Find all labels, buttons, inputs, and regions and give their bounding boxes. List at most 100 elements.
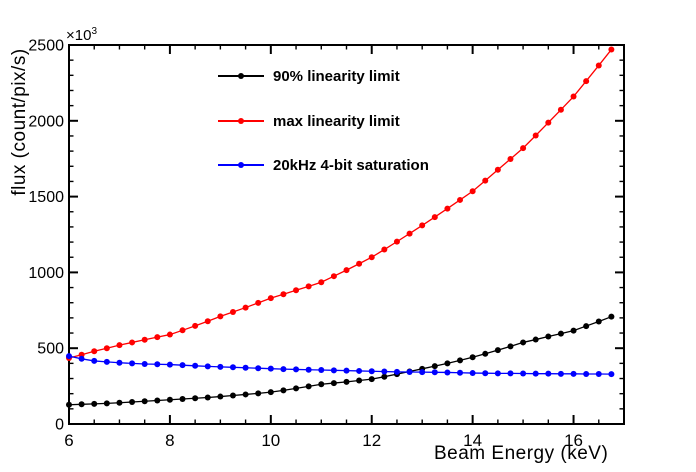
legend-entry-red: max linearity limit [218,112,400,130]
series-marker-2 [204,363,211,370]
y-axis-title: flux (count/pix/s) [9,48,30,196]
series-marker-2 [469,370,476,377]
series-marker-2 [154,361,161,368]
y-axis-exponent: ×103 [66,26,97,44]
series-marker-0 [66,401,72,408]
series-marker-1 [482,177,489,184]
series-marker-1 [532,132,539,139]
series-marker-1 [141,336,148,343]
series-marker-0 [267,389,274,396]
series-marker-0 [570,327,577,334]
series-marker-1 [494,166,501,173]
series-marker-0 [368,376,375,383]
series-marker-0 [305,383,312,390]
series-marker-1 [103,345,110,352]
series-marker-0 [293,385,300,392]
x-axis-tick-label: 6 [64,431,73,450]
series-marker-0 [608,313,615,320]
y-axis-tick-label: 0 [55,417,64,434]
series-marker-1 [318,279,325,286]
series-marker-2 [166,361,173,368]
series-marker-0 [129,399,136,406]
series-marker-2 [520,370,527,377]
series-marker-1 [457,196,464,203]
series-marker-2 [457,369,464,376]
x-axis-title: Beam Energy (keV) [434,443,609,464]
series-marker-0 [356,377,363,384]
series-marker-0 [444,360,451,367]
series-marker-2 [393,368,400,375]
series-marker-2 [583,370,590,377]
series-marker-2 [229,364,236,371]
series-marker-2 [356,367,363,374]
series-marker-1 [419,222,426,229]
y-axis-tick-label: 500 [37,341,64,358]
series-marker-0 [242,391,249,398]
series-line-1 [68,49,612,359]
series-marker-1 [557,106,564,113]
series-marker-2 [217,363,224,370]
series-line-2 [68,355,612,375]
series-marker-0 [595,318,602,325]
series-marker-2 [532,370,539,377]
series-marker-1 [255,299,262,306]
series-marker-1 [293,287,300,294]
series-marker-1 [469,188,476,195]
series-marker-1 [595,62,602,69]
y-exponent-power: 3 [91,26,98,37]
legend-marker-black [238,73,244,79]
series-marker-2 [482,370,489,377]
series-marker-0 [532,336,539,343]
series-marker-0 [482,350,489,357]
series-marker-2 [179,362,186,369]
series-marker-2 [419,369,426,376]
series-marker-2 [318,367,325,374]
series-marker-2 [103,358,110,365]
series-marker-2 [545,370,552,377]
series-marker-0 [431,363,438,370]
series-marker-0 [583,323,590,330]
series-marker-0 [204,394,211,401]
series-marker-0 [457,357,464,364]
series-marker-0 [520,339,527,346]
series-marker-0 [116,399,123,406]
series-marker-1 [583,78,590,85]
series-marker-2 [91,357,98,364]
legend-swatch-red [218,114,264,128]
series-marker-2 [141,360,148,367]
legend-marker-blue [238,162,244,168]
x-axis-tick-label: 16 [564,431,583,450]
series-marker-2 [557,370,564,377]
series-marker-1 [192,322,199,329]
series-marker-2 [267,365,274,372]
series-marker-2 [192,362,199,369]
y-axis-tick-label: 2000 [28,113,64,130]
series-marker-1 [444,205,451,212]
x-axis-tick-label: 14 [463,431,482,450]
series-marker-0 [469,354,476,361]
y-axis-tick-label: 2500 [28,38,64,55]
series-marker-1 [545,119,552,126]
legend-entry-blue: 20kHz 4-bit saturation [218,157,429,174]
y-exponent-base: ×10 [66,27,92,44]
series-marker-1 [570,93,577,100]
x-axis-tick-label: 12 [362,431,381,450]
series-marker-1 [507,156,514,162]
x-axis-tick-label: 10 [261,431,280,450]
series-marker-0 [166,396,173,403]
series-marker-0 [343,378,350,385]
series-marker-0 [217,393,224,400]
series-marker-2 [293,366,300,373]
legend-label-red: max linearity limit [273,112,400,130]
series-marker-2 [494,370,501,377]
series-marker-2 [255,365,262,372]
series-marker-1 [431,214,438,221]
series-marker-1 [520,145,527,152]
series-marker-1 [305,283,312,290]
series-marker-1 [381,246,388,253]
series-marker-1 [356,260,363,267]
series-marker-2 [368,368,375,375]
series-line-0 [68,316,612,406]
